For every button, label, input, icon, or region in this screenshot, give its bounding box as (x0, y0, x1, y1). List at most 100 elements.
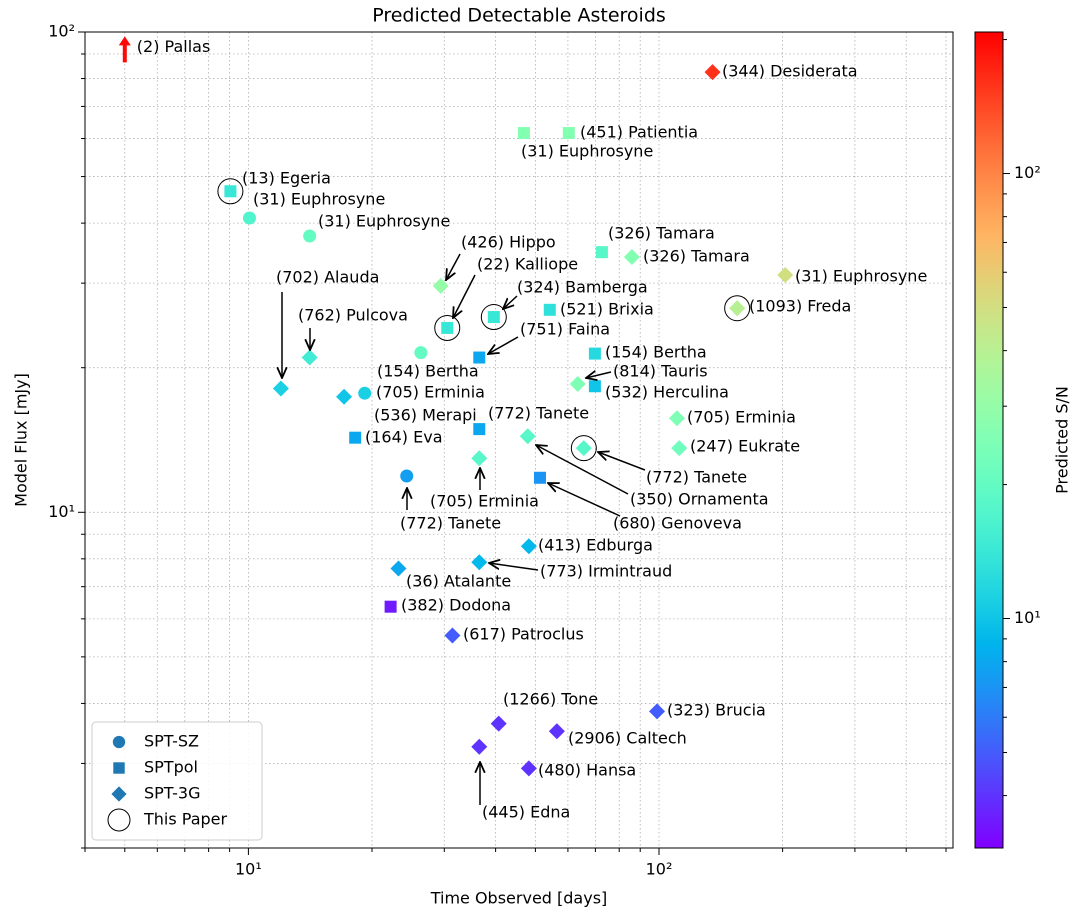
marker-diamond (668, 410, 685, 427)
marker-square (543, 303, 556, 316)
point-label: (762) Pulcova (298, 306, 408, 325)
marker-square (533, 471, 546, 484)
marker-diamond (729, 300, 746, 317)
marker-square (588, 347, 601, 360)
x-tick-label: 10¹ (235, 860, 262, 879)
marker-circle (414, 346, 428, 360)
point-label: (22) Kalliope (477, 255, 578, 274)
this-paper-ring (570, 435, 597, 462)
y-tick-label: 10² (48, 22, 75, 41)
point-label: (31) Euphrosyne (318, 212, 450, 231)
point-label: (772) Tanete (646, 468, 747, 487)
annotation-arrow (488, 336, 519, 354)
marker-diamond (390, 560, 407, 577)
point-label: (773) Irmintraud (540, 562, 672, 581)
marker-diamond (569, 375, 586, 392)
marker-square (349, 431, 362, 444)
legend-label: SPT-SZ (144, 732, 199, 751)
marker-square (441, 321, 454, 334)
x-axis-label: Time Observed [days] (430, 889, 608, 908)
point-label: (705) Erminia (376, 383, 485, 402)
annotation-arrow (453, 274, 476, 318)
marker-diamond (432, 277, 449, 294)
point-label: (1093) Freda (749, 297, 851, 316)
marker-diamond (520, 760, 537, 777)
point-label: (344) Desiderata (722, 62, 858, 81)
legend-box (91, 721, 263, 841)
point-label: (31) Euphrosyne (795, 267, 927, 286)
marker-diamond (519, 428, 536, 445)
point-label: (480) Hansa (538, 761, 636, 780)
point-label: (382) Dodona (401, 596, 511, 615)
marker-diamond (520, 538, 537, 555)
marker-circle (358, 386, 372, 400)
marker-diamond (777, 266, 794, 283)
point-label: (532) Herculina (605, 383, 729, 402)
point-label: (705) Erminia (687, 408, 796, 427)
this-paper-ring (724, 295, 751, 322)
legend-ring (107, 808, 131, 832)
this-paper-ring (217, 178, 244, 205)
this-paper-ring (434, 314, 461, 341)
point-label: (451) Patientia (580, 123, 698, 142)
marker-diamond (471, 738, 488, 755)
point-label: (36) Atalante (406, 572, 511, 591)
legend-label: This Paper (143, 810, 228, 829)
chart-title: Predicted Detectable Asteroids (372, 5, 666, 27)
point-label: (247) Eukrate (690, 437, 800, 456)
point-label: (2906) Caltech (568, 729, 687, 748)
marker-square (487, 311, 500, 324)
legend-label: SPT-3G (144, 784, 200, 803)
marker-square (473, 351, 486, 364)
y-tick-label: 10¹ (48, 502, 75, 521)
marker-diamond (336, 388, 353, 405)
colorbar-tick-label: 10¹ (1014, 608, 1041, 627)
marker-square (595, 246, 608, 259)
marker-diamond (471, 554, 488, 571)
point-label: (705) Erminia (430, 492, 539, 511)
marker-circle (303, 229, 317, 243)
point-label: (154) Bertha (605, 343, 707, 362)
marker-diamond (704, 64, 721, 81)
point-label: (350) Ornamenta (630, 490, 769, 509)
point-label: (751) Faina (520, 320, 610, 339)
marker-diamond (623, 249, 640, 266)
marker-square (517, 127, 530, 140)
annotation-arrow (503, 295, 518, 309)
point-label: (31) Euphrosyne (253, 190, 385, 209)
point-label: (326) Tamara (608, 224, 715, 243)
point-label: (154) Bertha (377, 362, 479, 381)
marker-circle (400, 469, 414, 483)
marker-diamond (471, 450, 488, 467)
limit-arrow (118, 36, 131, 63)
x-tick-label: 10² (646, 860, 673, 879)
marker-square (473, 423, 486, 436)
point-label: (326) Tamara (643, 247, 750, 266)
marker-diamond (671, 440, 688, 457)
this-paper-ring (480, 304, 507, 331)
marker-diamond (444, 627, 461, 644)
annotation-arrow (446, 253, 461, 280)
point-label: (426) Hippo (461, 233, 556, 252)
point-label: (413) Edburga (538, 536, 653, 555)
point-label: (324) Bamberga (517, 278, 648, 297)
marker-square (224, 185, 237, 198)
marker-circle (242, 211, 256, 225)
annotation-arrow (536, 445, 629, 495)
point-label: (445) Edna (482, 803, 570, 822)
marker-diamond (548, 723, 565, 740)
annotation-arrow (548, 483, 621, 517)
point-label: (164) Eva (365, 428, 443, 447)
colorbar-label: Predicted S/N (1053, 386, 1072, 494)
point-label: (702) Alauda (276, 268, 379, 287)
colorbar-tick-label: 10² (1014, 163, 1041, 182)
marker-diamond (272, 380, 289, 397)
legend-label: SPTpol (144, 758, 198, 777)
marker-square (588, 380, 601, 393)
marker-diamond (301, 349, 318, 366)
marker-circle (112, 735, 126, 749)
marker-diamond (575, 440, 592, 457)
point-label: (772) Tanete (400, 514, 501, 533)
point-label: (772) Tanete (488, 404, 589, 423)
